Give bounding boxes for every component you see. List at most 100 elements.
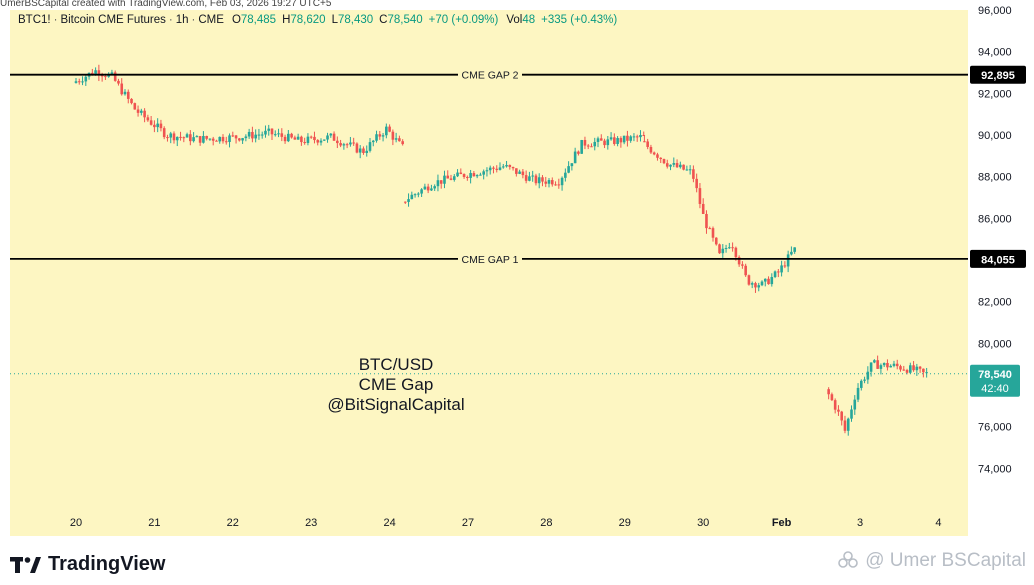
candle-body [352,142,355,144]
candle-body [146,117,150,121]
candle-body [120,83,124,95]
candle-body [436,180,440,187]
candle-body [531,175,534,177]
y-tick-label: 82,000 [978,297,1012,309]
candle-body [339,143,342,146]
candle-body [97,70,101,76]
candle-body [498,167,502,170]
candle-body [882,362,886,366]
candle-body [123,91,127,95]
x-tick-label: 29 [619,517,631,529]
candle-body [375,134,378,141]
candle-body [287,133,290,142]
candle-body [319,140,323,143]
candle-body [277,133,280,135]
y-tick-label: 88,000 [978,172,1012,184]
candle-body [303,142,306,144]
candle-body [456,172,459,177]
candle-body [280,133,284,137]
volume-change: +335 (+0.43%) [541,14,618,26]
candle-body [153,124,156,128]
candle-body [626,135,629,141]
candle-body [267,128,271,131]
candle-body [202,135,205,143]
candle-body [528,176,531,181]
candle-body [840,411,844,421]
candle-body [113,72,117,81]
candle-body [705,213,708,229]
candle-body [760,281,764,286]
candle-body [179,136,182,138]
candle-body [754,283,757,288]
candle-body [580,140,583,154]
candle-body [182,137,186,139]
candle-body [322,139,326,141]
gap-price-tag[interactable] [970,65,1026,84]
candle-body [599,138,603,141]
candle-body [679,164,682,168]
candle-body [741,264,744,266]
candle-body [198,136,202,143]
candle-body [786,254,790,267]
y-tick-label: 92,000 [978,88,1012,100]
candle-body [94,70,97,75]
candle-body [136,109,140,113]
symbol-label[interactable]: BTC1! [18,14,51,26]
candle-body [701,203,705,214]
low-label: L [331,14,338,26]
candle-body [682,164,685,170]
candle-body [192,137,195,142]
candle-body [306,136,310,143]
candle-body [692,169,695,179]
candle-body [462,174,466,177]
candle-body [534,175,538,184]
candle-body [606,139,610,146]
candle-body [827,389,830,395]
candle-body [234,135,238,139]
candle-body [724,247,728,249]
candle-body [423,186,427,190]
candle-body [747,275,751,285]
x-tick-label: 3 [857,517,863,529]
x-tick-label: 28 [540,517,552,529]
candle-body [472,173,476,177]
candle-body [208,138,212,140]
candle-body [394,138,398,140]
candle-body [905,370,909,373]
candle-body [479,174,482,176]
candle-body [355,143,359,153]
flower-icon [838,551,859,568]
candle-body [777,271,780,273]
candle-body [846,418,850,431]
candle-body [189,134,192,142]
candle-body [567,166,570,173]
candle-body [672,163,676,165]
candle-body [505,165,508,167]
candle-body [570,163,574,167]
gap-price-tag[interactable] [970,249,1026,268]
tradingview-logo[interactable]: TradingView [10,553,165,576]
candle-body [175,136,179,141]
candle-body [790,251,793,255]
candle-body [313,136,316,141]
candle-body [362,148,365,153]
candle-body [688,169,692,171]
candle-body [345,144,349,146]
candle-body [734,247,738,258]
candle-body [619,138,623,143]
candle-body [110,72,114,74]
candle-body [410,194,414,200]
candle-body [342,144,346,146]
candle-body [583,140,587,146]
candle-body [371,140,375,143]
interval-label[interactable]: 1h [175,14,189,26]
candle-body [629,136,632,141]
change-value: +70 (+0.09%) [428,14,499,26]
candle-body [695,178,698,189]
last-price-tag[interactable] [970,364,1020,397]
candle-body [590,146,593,148]
candle-body [149,120,153,125]
candle-body [573,151,577,164]
